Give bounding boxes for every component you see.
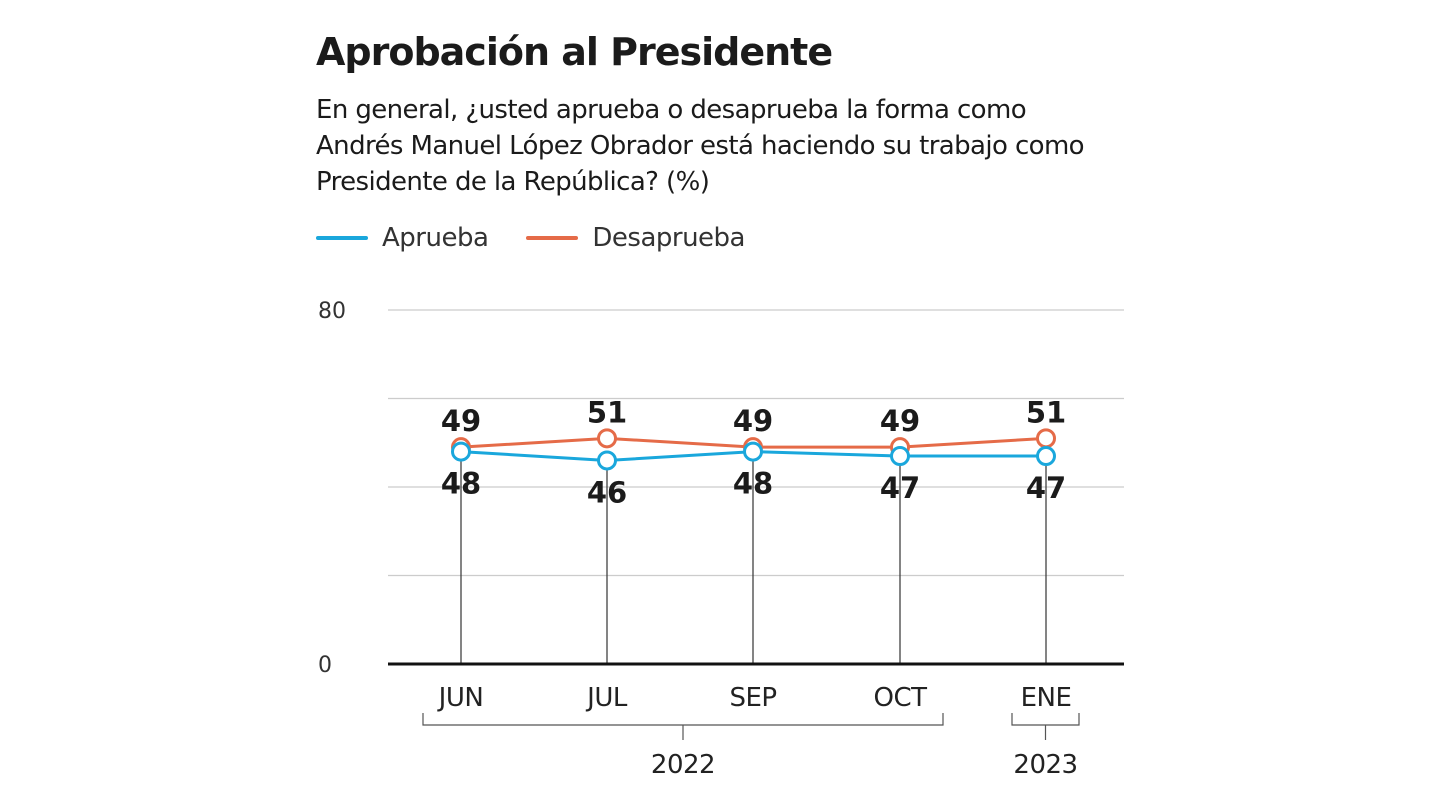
legend-label-desaprueba: Desaprueba [592,223,745,253]
legend-swatch-desaprueba [526,236,579,240]
data-label-desaprueba-jul: 51 [587,395,627,429]
chart-title: Aprobación al Presidente [316,30,833,74]
year-label-2023: 2023 [1013,750,1077,780]
point-aprueba-jul [597,450,617,471]
y-tick-label-0: 0 [318,653,332,678]
legend-item-desaprueba: Desaprueba [526,223,745,253]
data-label-aprueba-sep: 48 [733,467,773,501]
legend-item-aprueba: Aprueba [316,223,489,253]
x-tick-label-ene: ENE [1021,683,1072,713]
legend-label-aprueba: Aprueba [382,223,489,253]
year-label-2022: 2022 [651,750,715,780]
point-aprueba-sep [743,441,763,462]
year-bracket-2022 [422,713,944,726]
point-aprueba-ene [1036,446,1056,467]
data-label-aprueba-ene: 47 [1026,471,1066,505]
point-desaprueba-jul [597,428,617,449]
point-aprueba-jun [451,441,471,462]
point-desaprueba-ene [1036,428,1056,449]
point-aprueba-oct [890,446,910,467]
year-bracket-2023 [1011,713,1080,726]
data-label-aprueba-oct: 47 [880,471,920,505]
x-tick-label-jun: JUN [437,683,484,713]
data-label-aprueba-jul: 46 [587,475,627,509]
data-label-desaprueba-jun: 49 [441,404,481,438]
x-tick-label-oct: OCT [873,683,927,713]
legend: Aprueba Desaprueba [316,218,783,258]
data-label-desaprueba-sep: 49 [733,404,773,438]
legend-swatch-aprueba [316,236,368,240]
data-label-aprueba-jun: 48 [441,467,481,501]
y-tick-label-80: 80 [318,299,346,324]
x-tick-label-sep: SEP [729,683,776,713]
data-label-desaprueba-ene: 51 [1026,395,1066,429]
chart-subtitle: En general, ¿usted aprueba o desaprueba … [316,95,1085,197]
data-label-desaprueba-oct: 49 [880,404,920,438]
x-tick-label-jul: JUL [585,683,628,713]
